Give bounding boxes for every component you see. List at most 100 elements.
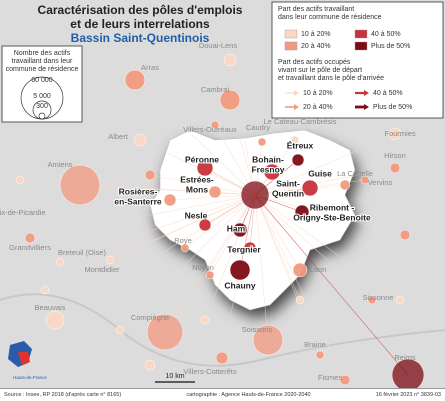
legend-label: 10 à 20% bbox=[301, 31, 331, 38]
legend-label: 20 à 40% bbox=[303, 104, 333, 111]
footer-date: 16 février 2023 n° 3839-03 bbox=[375, 392, 441, 398]
size-label: 300 bbox=[36, 103, 48, 110]
town-label: Hirson bbox=[384, 151, 406, 160]
flow-line bbox=[254, 194, 373, 301]
pole-circle bbox=[55, 257, 65, 267]
pole-circle bbox=[200, 315, 210, 325]
pole-circle bbox=[240, 180, 270, 210]
town-label: Villers-Cotterêts bbox=[183, 367, 236, 376]
footer-source: Source : Insee, RP 2018 (d'après carte n… bbox=[4, 392, 122, 398]
pole-label: Nesle bbox=[185, 210, 208, 220]
subtitle: Bassin Saint-Quentinois bbox=[71, 31, 210, 45]
legend-title: dans leur commune de résidence bbox=[278, 14, 382, 21]
pole-label: Estrées- bbox=[180, 174, 214, 184]
title-line: et de leurs interrelations bbox=[70, 17, 210, 31]
town-label: Cambrai bbox=[201, 85, 230, 94]
pole-circle bbox=[252, 324, 284, 356]
flow-line bbox=[164, 194, 256, 333]
pole-circle bbox=[294, 204, 310, 220]
title-line: Caractérisation des pôles d'emplois bbox=[38, 3, 243, 17]
town-label: Montdidier bbox=[84, 265, 120, 274]
pole-circle bbox=[229, 259, 251, 281]
pole-label: Guise bbox=[308, 168, 332, 178]
flow-line bbox=[254, 184, 346, 196]
town-label: Fourmies bbox=[384, 129, 416, 138]
pole-label: Bohain- bbox=[252, 154, 284, 164]
flow-line bbox=[119, 194, 256, 331]
town-label: Braine bbox=[304, 340, 326, 349]
pole-label: Origny-Ste-Benoite bbox=[293, 212, 371, 222]
pole-circle bbox=[301, 179, 319, 197]
legend-title: Part des actifs occupés bbox=[278, 59, 351, 66]
pole-circle bbox=[223, 53, 237, 67]
legend-title: vivant sur le pôle de départ bbox=[278, 67, 362, 74]
town-label: Vervins bbox=[368, 178, 393, 187]
pole-circle bbox=[208, 185, 222, 199]
pole-circle bbox=[291, 153, 305, 167]
pole-circle bbox=[391, 358, 425, 388]
pole-circle bbox=[180, 243, 190, 253]
town-label: Reims bbox=[394, 353, 416, 362]
pole-label: en-Santerre bbox=[114, 196, 162, 206]
pole-label: Ribemont - bbox=[310, 202, 355, 212]
town-label: Poix-de-Picardie bbox=[0, 208, 46, 217]
pole-circle bbox=[339, 374, 351, 386]
logo-text: Hauts-de-France bbox=[13, 375, 47, 380]
flow-line bbox=[229, 99, 256, 196]
legend-swatch bbox=[354, 29, 368, 39]
town-label: Albert bbox=[108, 132, 129, 141]
town-label: La Capelle bbox=[337, 169, 373, 178]
town-label: Fismes bbox=[318, 373, 342, 382]
town-label: Noyon bbox=[192, 263, 214, 272]
pole-circle bbox=[295, 295, 305, 305]
town-label: Grandvilliers bbox=[9, 243, 51, 252]
pole-circle bbox=[124, 69, 146, 91]
legend-box bbox=[271, 1, 444, 119]
size-label: 60 000 bbox=[31, 77, 53, 84]
legend-arrowhead bbox=[294, 104, 299, 110]
pole-circle bbox=[24, 232, 36, 244]
pole-circle bbox=[45, 310, 65, 330]
pole-label: Étreux bbox=[287, 140, 314, 150]
legend-arrowhead bbox=[294, 90, 299, 96]
legend-label: 20 à 40% bbox=[301, 43, 331, 50]
footer-credit: cartographie : Agence Hauts-de-France 20… bbox=[186, 392, 311, 398]
pole-circle bbox=[339, 179, 351, 191]
town-label: Roye bbox=[174, 236, 192, 245]
pole-label: Quentin bbox=[272, 188, 304, 198]
pole-circle bbox=[315, 350, 325, 360]
pole-circle bbox=[198, 218, 212, 232]
town-label: Le Cateau-Cambrésis bbox=[264, 117, 337, 126]
pole-circle bbox=[15, 175, 25, 185]
flow-line bbox=[254, 194, 346, 381]
town-label: Sissonne bbox=[363, 293, 394, 302]
pole-label: Ham bbox=[227, 223, 246, 233]
flow-line bbox=[254, 194, 301, 271]
pole-circle bbox=[243, 241, 257, 255]
legend-label: 40 à 50% bbox=[373, 90, 403, 97]
circles bbox=[15, 53, 425, 388]
pole-circle bbox=[360, 175, 370, 185]
pole-circle bbox=[115, 325, 125, 335]
footer: Source : Insee, RP 2018 (d'après carte n… bbox=[0, 388, 445, 401]
pole-label: Saint- bbox=[276, 178, 300, 188]
pole-circle bbox=[395, 295, 405, 305]
pole-circle bbox=[389, 162, 401, 174]
pole-circle bbox=[146, 313, 184, 351]
legend-swatch bbox=[284, 29, 298, 39]
map: Douai-Lens Arras Cambrai Albert Villers-Outr… bbox=[0, 0, 445, 388]
flow-line bbox=[254, 194, 321, 356]
flow-line bbox=[254, 194, 409, 376]
flow-line bbox=[54, 194, 256, 321]
flow-line bbox=[204, 194, 256, 321]
flow-line bbox=[149, 174, 256, 196]
pole-circle bbox=[257, 137, 267, 147]
pole-label: Rosières- bbox=[119, 186, 158, 196]
size-legend-title: commune de résidence bbox=[6, 66, 79, 73]
scale-label: 10 km bbox=[165, 373, 184, 380]
flow-line bbox=[209, 194, 256, 276]
pole-circle bbox=[215, 351, 229, 365]
logo-shape bbox=[18, 352, 30, 365]
